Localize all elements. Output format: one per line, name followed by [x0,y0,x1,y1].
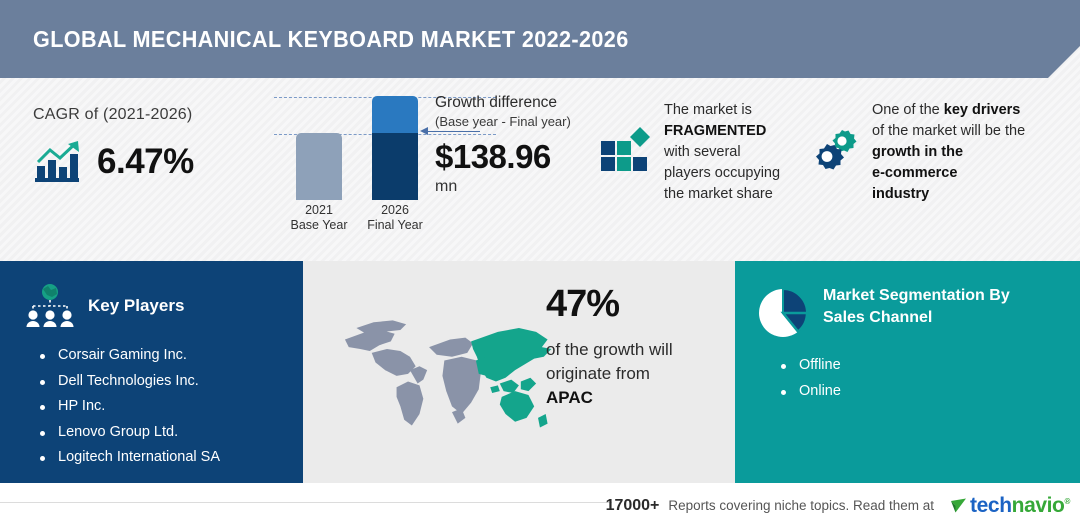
key-players-panel: Key Players Corsair Gaming Inc. Dell Tec… [0,261,303,483]
logo-tech-part: tech [970,493,1012,517]
cagr-value: 6.47% [97,142,194,181]
cagr-label: CAGR of (2021-2026) [33,106,193,123]
bar-chart-growth-icon [35,141,79,182]
bar-2026-year: 2026 [381,203,409,217]
region-growth-text: 47% of the growth will originate from AP… [546,283,726,410]
growth-difference-title: Growth difference [435,94,558,111]
gears-icon [816,130,857,170]
footer-text: Reports covering niche topics. Read them… [668,498,935,513]
fragmented-bold: FRAGMENTED [664,123,767,139]
fragmented-line3: players occupying [664,165,781,181]
key-drivers-block: One of the key drivers of the market wil… [810,100,1057,205]
cagr-block: CAGR of (2021-2026) 6.47% [33,106,263,184]
growth-difference-amount: $138.96 [435,138,551,175]
growth-difference-unit: mn [435,178,458,195]
logo-navio-part: navio [1011,493,1065,517]
cagr-value-row: 6.47% [33,140,263,184]
key-drivers-bold1: key drivers [943,102,1021,118]
bar-2026-label: 2026 Final Year [357,203,433,233]
callout-arrow-icon [420,127,428,135]
key-players-title: Key Players [88,296,185,315]
growth-difference-subtitle: (Base year - Final year) [435,114,571,129]
bar-2026-growth-segment [372,96,418,133]
key-drivers-bold3: e-commerce [872,165,958,181]
key-drivers-prefix: One of the [872,102,944,118]
bar-2021-label: 2021 Base Year [281,203,357,233]
footer: 17000+ Reports covering niche topics. Re… [0,483,1080,528]
bar-2026-caption: Final Year [367,218,423,232]
key-drivers-bold2: growth in the [872,144,964,160]
map-apac-highlight [471,328,552,428]
segmentation-header: Market Segmentation By Sales Channel [757,285,1013,339]
stacked-squares-icon [601,127,650,171]
page-title: GLOBAL MECHANICAL KEYBOARD MARKET 2022-2… [33,25,629,52]
world-map [344,320,552,428]
map-base-continents [344,320,481,426]
region-percent: 47% [546,283,620,325]
region-desc-line2: originate from [546,364,650,383]
key-drivers-text: One of the key drivers of the market wil… [872,100,1057,205]
fragmented-text: The market is FRAGMENTED with several pl… [664,100,814,205]
region-desc-line1: of the growth will [546,340,673,359]
region-name: APAC [546,388,593,407]
bar-2021-caption: Base Year [290,218,348,232]
top-stats-row: CAGR of (2021-2026) 6.47% [0,78,1080,256]
technavio-wordmark: technavio® [970,494,1070,518]
key-drivers-bold4: industry [872,186,930,202]
region-description: of the growth will originate from APAC [546,338,726,410]
pie-chart-icon [759,287,809,337]
footer-divider [0,502,612,503]
region-growth-panel: 47% of the growth will originate from AP… [303,261,735,483]
segmentation-list: Offline Online [777,353,841,404]
logo-trademark: ® [1064,496,1071,506]
segmentation-title: Market Segmentation By Sales Channel [823,287,1010,326]
bar-2021 [296,133,342,200]
key-players-header: Key Players [24,283,184,329]
fragmented-block: The market is FRAGMENTED with several pl… [600,100,814,205]
header-banner: GLOBAL MECHANICAL KEYBOARD MARKET 2022-2… [0,0,1080,78]
technavio-arrow-icon [951,498,967,513]
key-drivers-line2: of the market will be the [872,123,1026,139]
fragmented-line2: with several [664,144,741,160]
list-item: Dell Technologies Inc. [36,369,220,395]
list-item: Logitech International SA [36,445,220,471]
callout-line [422,131,480,132]
list-item: Online [777,379,841,405]
key-players-list: Corsair Gaming Inc. Dell Technologies In… [36,343,220,471]
technavio-logo[interactable]: technavio® [950,494,1070,518]
growth-bar-chart: 2021 Base Year 2026 Final Year [272,88,496,233]
fragmented-line1: The market is [664,102,752,118]
list-item: Offline [777,353,841,379]
middle-panels-row: Key Players Corsair Gaming Inc. Dell Tec… [0,261,1080,483]
growth-difference-text: Growth difference (Base year - Final yea… [435,93,610,196]
growth-difference-block: 2021 Base Year 2026 Final Year Growth di… [272,88,602,248]
report-count: 17000+ [605,496,660,514]
segmentation-panel: Market Segmentation By Sales Channel Off… [735,261,1080,483]
list-item: Lenovo Group Ltd. [36,420,220,446]
list-item: HP Inc. [36,394,220,420]
fragmented-line4: the market share [664,186,773,202]
bar-2021-year: 2021 [305,203,333,217]
list-item: Corsair Gaming Inc. [36,343,220,369]
footer-content: 17000+ Reports covering niche topics. Re… [605,483,1071,528]
network-people-globe-icon [26,284,74,327]
bar-2026-base [372,133,418,200]
